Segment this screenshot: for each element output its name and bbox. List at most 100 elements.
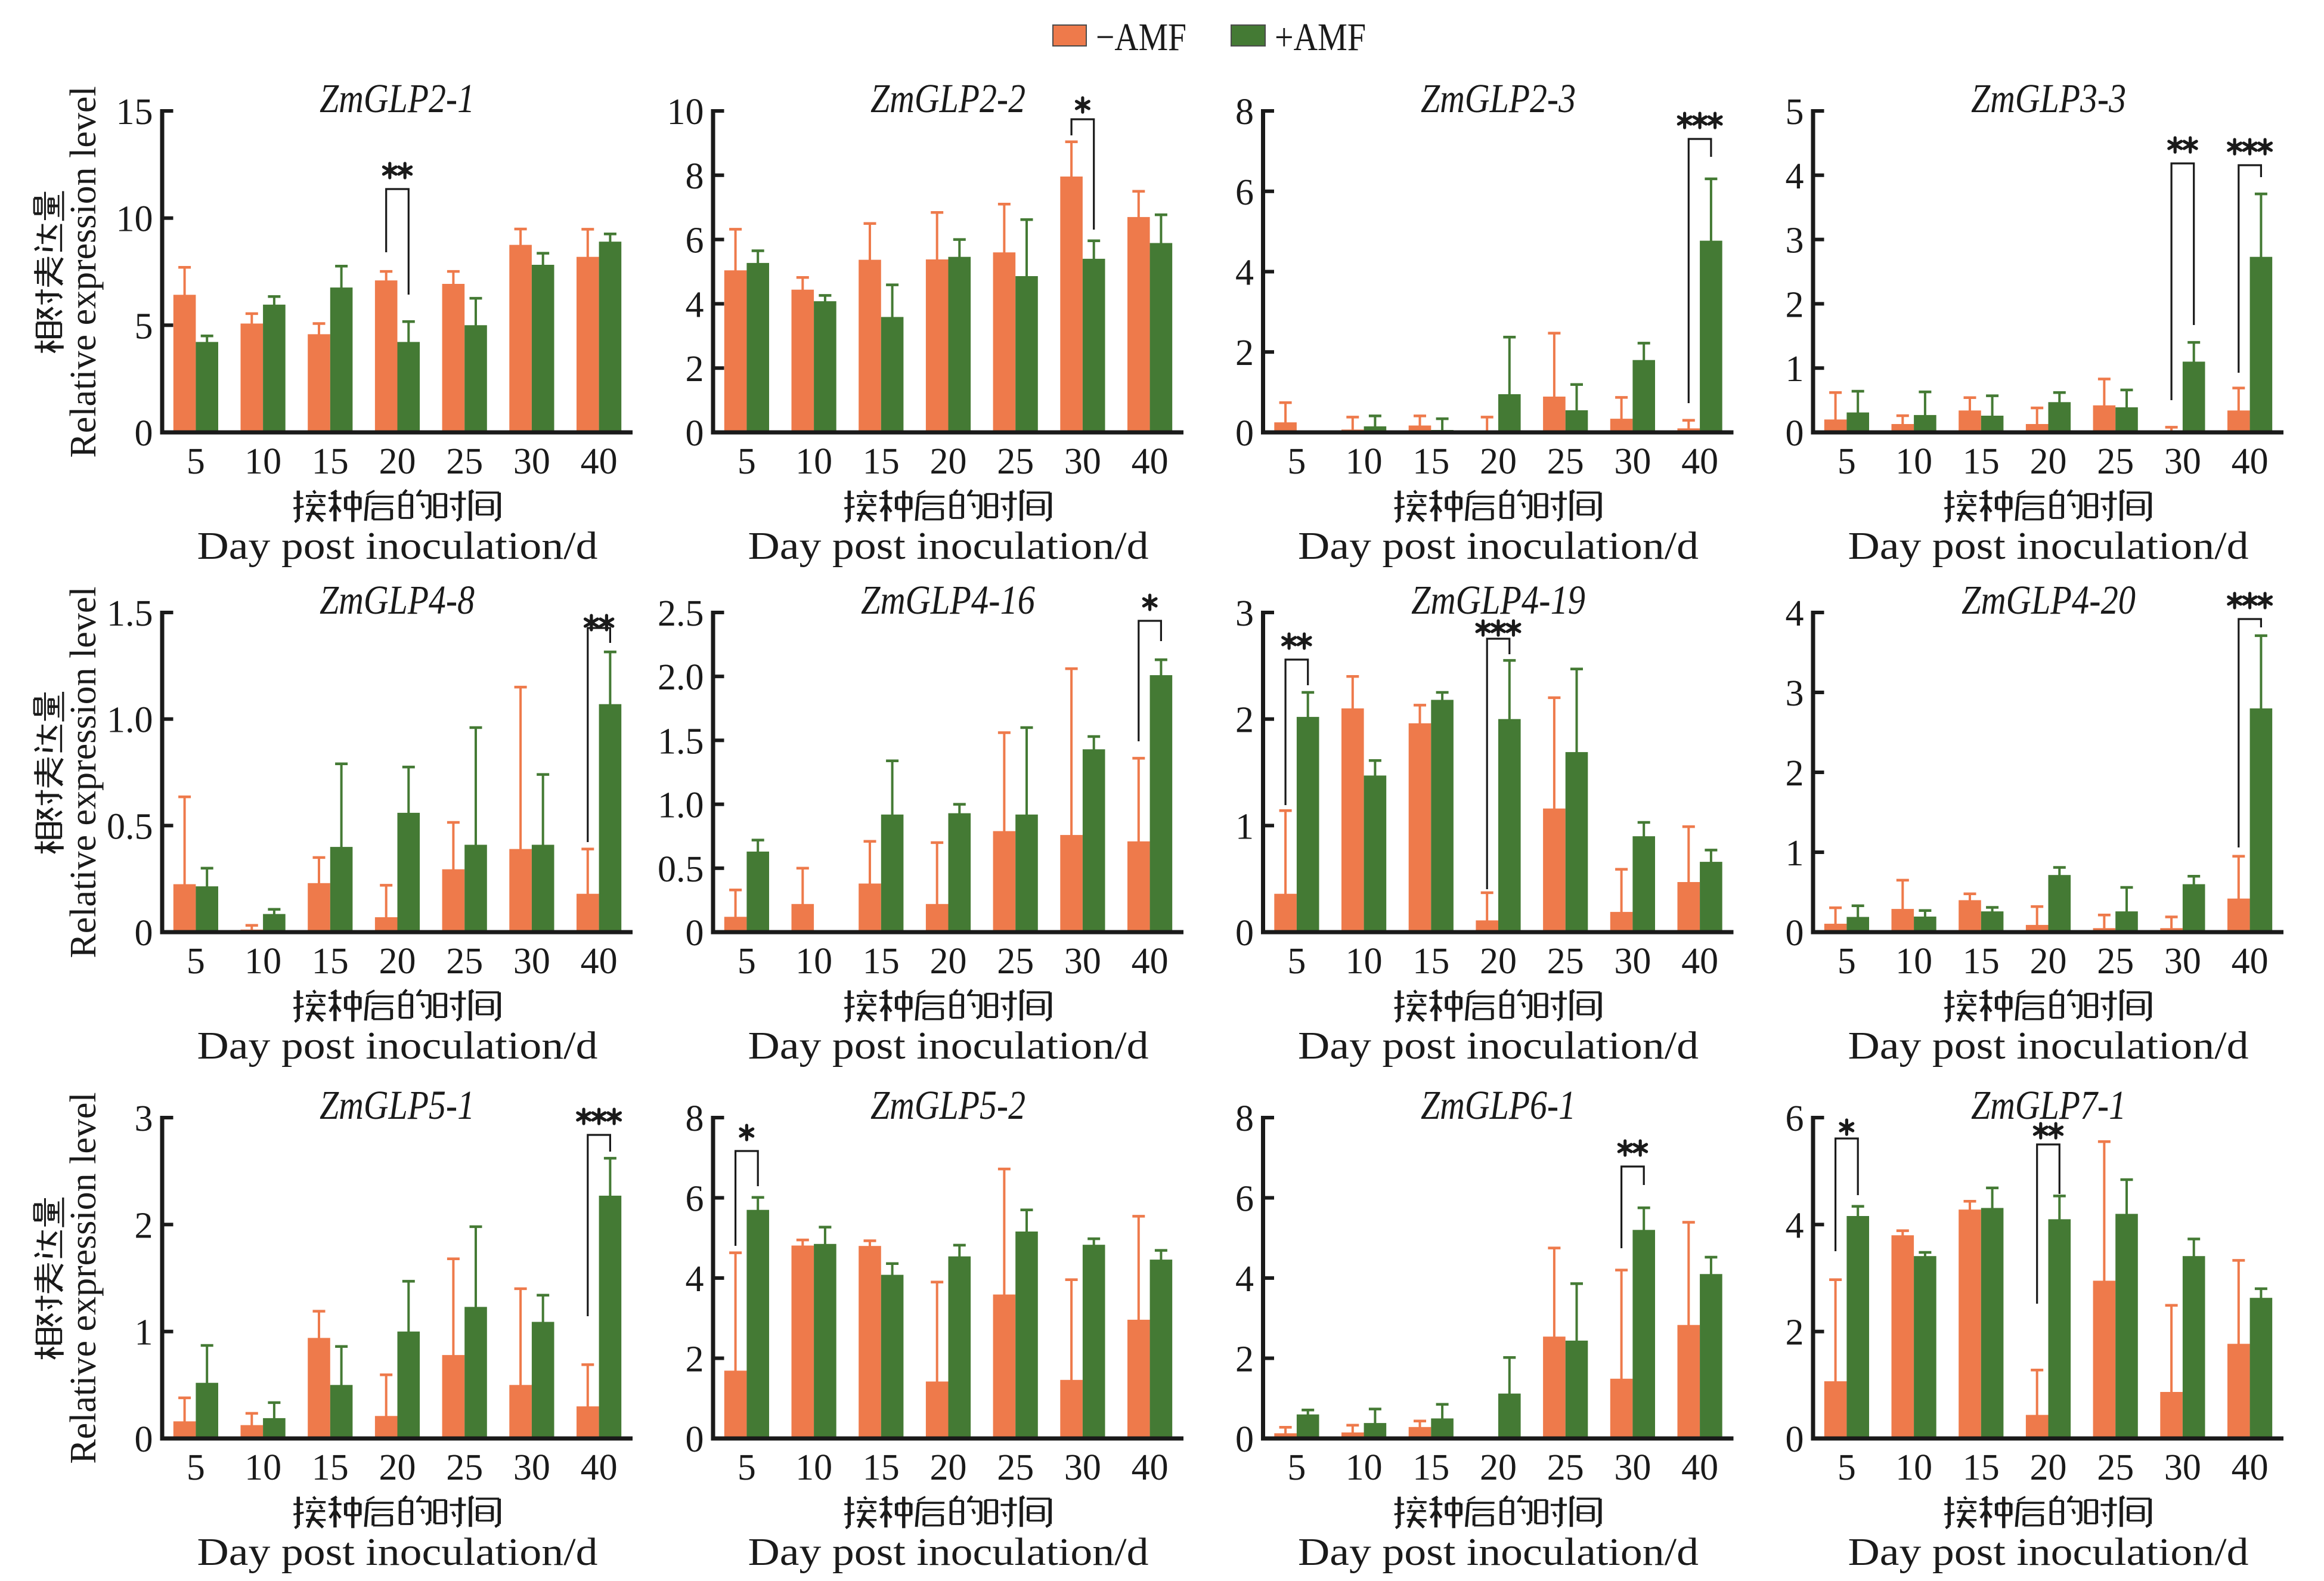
svg-text:8: 8 bbox=[686, 1099, 704, 1139]
svg-text:6: 6 bbox=[686, 1179, 704, 1220]
svg-text:25: 25 bbox=[2097, 941, 2134, 982]
svg-text:10: 10 bbox=[244, 941, 281, 982]
svg-text:Day post inoculation/d: Day post inoculation/d bbox=[1848, 1024, 2249, 1068]
svg-text:2.0: 2.0 bbox=[658, 657, 704, 698]
svg-text:0: 0 bbox=[686, 913, 704, 954]
svg-text:ZmGLP4-16: ZmGLP4-16 bbox=[861, 577, 1035, 623]
svg-text:6: 6 bbox=[686, 221, 704, 261]
svg-text:40: 40 bbox=[581, 441, 618, 482]
svg-text:1: 1 bbox=[1235, 806, 1254, 847]
svg-text:15: 15 bbox=[312, 441, 349, 482]
svg-text:Relative expression level: Relative expression level bbox=[63, 1092, 104, 1464]
svg-text:Day post inoculation/d: Day post inoculation/d bbox=[1848, 524, 2249, 568]
svg-text:25: 25 bbox=[1547, 1447, 1584, 1488]
svg-text:4: 4 bbox=[1235, 253, 1254, 293]
svg-text:1.5: 1.5 bbox=[658, 721, 704, 762]
svg-text:ZmGLP4-19: ZmGLP4-19 bbox=[1411, 577, 1585, 623]
svg-text:ZmGLP4-20: ZmGLP4-20 bbox=[1962, 577, 2136, 623]
svg-text:0.5: 0.5 bbox=[658, 849, 704, 890]
svg-text:ZmGLP5-1: ZmGLP5-1 bbox=[320, 1082, 475, 1128]
svg-text:20: 20 bbox=[1480, 441, 1517, 482]
svg-text:10: 10 bbox=[667, 92, 704, 132]
svg-text:30: 30 bbox=[1614, 1447, 1651, 1488]
svg-text:ZmGLP2-2: ZmGLP2-2 bbox=[870, 76, 1025, 121]
svg-text:10: 10 bbox=[1895, 941, 1932, 982]
svg-text:30: 30 bbox=[1064, 1447, 1101, 1488]
svg-text:0: 0 bbox=[135, 913, 153, 954]
svg-text:5: 5 bbox=[738, 441, 756, 482]
svg-text:5: 5 bbox=[1287, 1447, 1306, 1488]
svg-text:30: 30 bbox=[1614, 941, 1651, 982]
svg-text:15: 15 bbox=[312, 941, 349, 982]
svg-text:2: 2 bbox=[1235, 333, 1254, 373]
svg-text:8: 8 bbox=[1235, 92, 1254, 132]
svg-text:10: 10 bbox=[244, 441, 281, 482]
svg-text:1: 1 bbox=[135, 1313, 153, 1353]
svg-text:1.0: 1.0 bbox=[658, 785, 704, 826]
svg-text:40: 40 bbox=[1681, 1447, 1718, 1488]
svg-text:20: 20 bbox=[930, 1447, 967, 1488]
svg-text:20: 20 bbox=[930, 441, 967, 482]
svg-text:0: 0 bbox=[135, 413, 153, 454]
svg-text:0: 0 bbox=[1235, 1419, 1254, 1460]
svg-text:30: 30 bbox=[1614, 441, 1651, 482]
svg-text:5: 5 bbox=[187, 1447, 205, 1488]
svg-text:30: 30 bbox=[513, 441, 550, 482]
svg-text:Day post inoculation/d: Day post inoculation/d bbox=[197, 524, 598, 568]
svg-text:+AMF: +AMF bbox=[1275, 16, 1366, 59]
svg-text:25: 25 bbox=[997, 941, 1034, 982]
svg-text:10: 10 bbox=[1895, 1447, 1932, 1488]
svg-text:0: 0 bbox=[135, 1419, 153, 1460]
svg-text:Day post inoculation/d: Day post inoculation/d bbox=[197, 1530, 598, 1574]
svg-text:ZmGLP2-3: ZmGLP2-3 bbox=[1421, 76, 1576, 121]
svg-text:5: 5 bbox=[187, 441, 205, 482]
svg-text:40: 40 bbox=[1681, 441, 1718, 482]
svg-text:0: 0 bbox=[686, 413, 704, 454]
svg-text:4: 4 bbox=[686, 1259, 704, 1300]
svg-text:5: 5 bbox=[1786, 92, 1804, 132]
svg-text:40: 40 bbox=[2232, 441, 2269, 482]
svg-text:2.5: 2.5 bbox=[658, 593, 704, 634]
svg-text:Relative expression level: Relative expression level bbox=[63, 586, 104, 958]
svg-text:25: 25 bbox=[2097, 441, 2134, 482]
svg-text:6: 6 bbox=[1235, 172, 1254, 213]
svg-text:10: 10 bbox=[116, 199, 153, 240]
svg-text:3: 3 bbox=[135, 1099, 153, 1139]
svg-text:20: 20 bbox=[379, 441, 416, 482]
svg-text:2: 2 bbox=[1235, 700, 1254, 741]
svg-text:6: 6 bbox=[1235, 1179, 1254, 1220]
svg-text:25: 25 bbox=[446, 441, 483, 482]
svg-text:1.0: 1.0 bbox=[107, 700, 153, 741]
svg-text:Day post inoculation/d: Day post inoculation/d bbox=[1298, 1530, 1699, 1574]
svg-text:15: 15 bbox=[116, 92, 153, 132]
svg-text:5: 5 bbox=[187, 941, 205, 982]
svg-text:ZmGLP5-2: ZmGLP5-2 bbox=[870, 1082, 1025, 1128]
svg-text:10: 10 bbox=[1346, 941, 1383, 982]
svg-text:5: 5 bbox=[1837, 941, 1856, 982]
svg-text:5: 5 bbox=[1287, 941, 1306, 982]
svg-text:0.5: 0.5 bbox=[107, 806, 153, 847]
svg-text:40: 40 bbox=[581, 941, 618, 982]
svg-text:2: 2 bbox=[135, 1205, 153, 1246]
svg-text:25: 25 bbox=[997, 441, 1034, 482]
svg-text:Day post inoculation/d: Day post inoculation/d bbox=[197, 1024, 598, 1068]
svg-text:40: 40 bbox=[2232, 941, 2269, 982]
svg-text:ZmGLP2-1: ZmGLP2-1 bbox=[320, 76, 475, 121]
svg-text:Day post inoculation/d: Day post inoculation/d bbox=[1298, 1024, 1699, 1068]
svg-text:10: 10 bbox=[1346, 441, 1383, 482]
svg-text:ZmGLP7-1: ZmGLP7-1 bbox=[1971, 1082, 2126, 1128]
svg-text:0: 0 bbox=[1235, 413, 1254, 454]
svg-text:2: 2 bbox=[1786, 284, 1804, 325]
svg-text:15: 15 bbox=[1963, 941, 2000, 982]
svg-text:10: 10 bbox=[1895, 441, 1932, 482]
svg-text:30: 30 bbox=[513, 941, 550, 982]
svg-text:20: 20 bbox=[1480, 1447, 1517, 1488]
svg-text:40: 40 bbox=[1132, 1447, 1169, 1488]
svg-text:5: 5 bbox=[1837, 1447, 1856, 1488]
svg-text:25: 25 bbox=[1547, 441, 1584, 482]
svg-text:8: 8 bbox=[1235, 1099, 1254, 1139]
svg-text:0: 0 bbox=[1235, 913, 1254, 954]
svg-text:0: 0 bbox=[1786, 413, 1804, 454]
svg-text:30: 30 bbox=[1064, 941, 1101, 982]
svg-text:10: 10 bbox=[244, 1447, 281, 1488]
